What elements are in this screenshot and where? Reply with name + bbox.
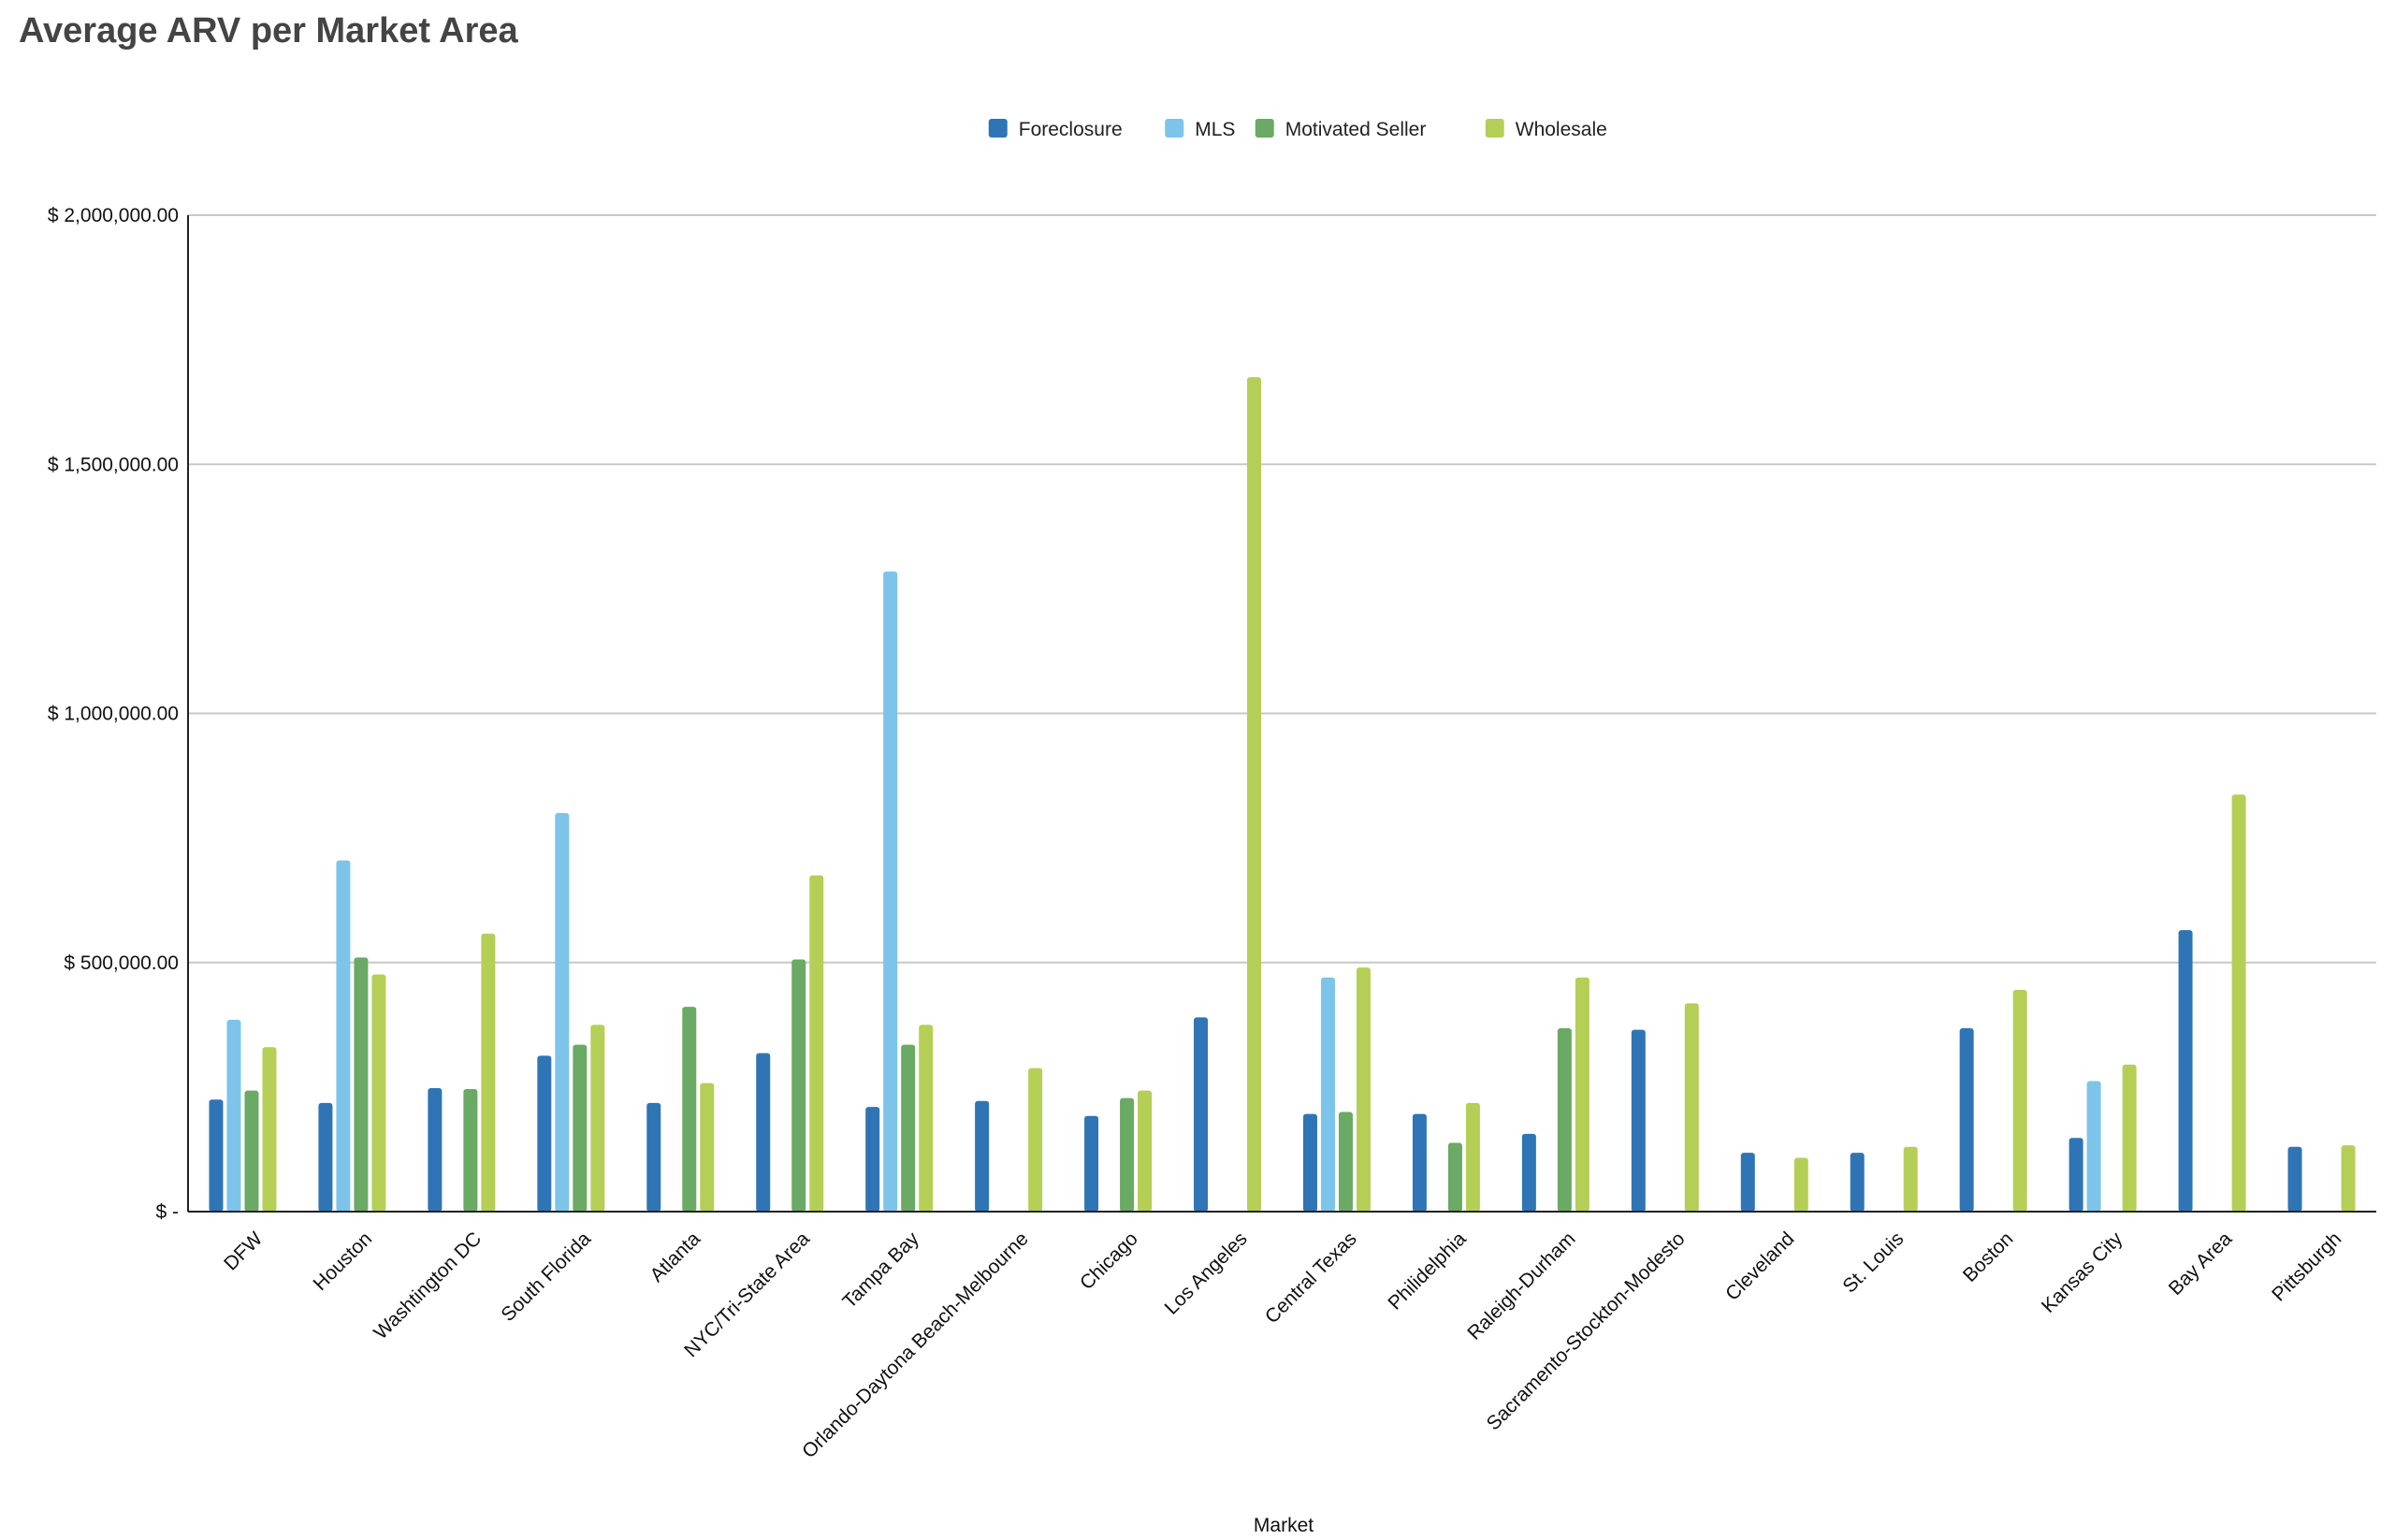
x-category-label: Kansas City — [2038, 1228, 2127, 1317]
bar-foreclosure — [646, 1102, 661, 1212]
bar-wholesale — [1575, 977, 1589, 1212]
y-tick-label: $ - — [155, 1201, 179, 1223]
x-category-label: Atlanta — [646, 1228, 704, 1286]
bar-foreclosure — [1850, 1153, 1865, 1212]
bar-wholesale — [481, 933, 496, 1212]
bar-foreclosure — [1194, 1017, 1209, 1212]
bar-wholesale — [1793, 1157, 1808, 1212]
x-category-label: South Florida — [497, 1228, 595, 1326]
bar-mls — [336, 860, 351, 1212]
bar-foreclosure — [537, 1055, 552, 1212]
bar-motivated-seller — [354, 957, 369, 1212]
legend-swatch — [1485, 119, 1504, 138]
x-category-label: Los Angeles — [1161, 1228, 1252, 1318]
bar-wholesale — [700, 1082, 715, 1212]
bar-foreclosure — [1740, 1153, 1755, 1212]
bar-wholesale — [1465, 1102, 1480, 1212]
x-category-label: DFW — [220, 1228, 267, 1274]
legend-label: Foreclosure — [1019, 119, 1123, 140]
bar-foreclosure — [756, 1053, 771, 1212]
bar-mls — [555, 813, 570, 1212]
x-category-label: Orlando-Daytona Beach-Melbourne — [798, 1228, 1033, 1462]
y-tick-label: $ 2,000,000.00 — [48, 205, 179, 226]
bar-wholesale — [1356, 967, 1371, 1212]
x-category-label: Cleveland — [1721, 1228, 1798, 1304]
bar-wholesale — [262, 1047, 277, 1212]
x-axis-title: Market — [1254, 1515, 1314, 1536]
x-category-label: Sacramento-Stockton-Modesto — [1483, 1228, 1690, 1434]
bar-foreclosure — [2287, 1146, 2302, 1212]
x-category-label: Boston — [1959, 1228, 2018, 1286]
bar-wholesale — [1138, 1090, 1153, 1212]
bar-foreclosure — [2068, 1138, 2083, 1212]
axes — [187, 215, 2376, 1213]
bar-wholesale — [590, 1024, 605, 1212]
legend-label: MLS — [1195, 119, 1235, 140]
legend-swatch — [988, 119, 1008, 138]
bar-foreclosure — [428, 1087, 443, 1212]
x-category-label: St. Louis — [1838, 1228, 1908, 1297]
bar-wholesale — [2122, 1064, 2137, 1212]
bar-motivated-seller — [901, 1044, 916, 1212]
bar-wholesale — [2231, 794, 2246, 1212]
y-tick-label: $ 500,000.00 — [64, 952, 179, 974]
x-category-label: NYC/Tri-State Area — [680, 1228, 814, 1361]
bar-wholesale — [809, 875, 824, 1212]
legend-swatch — [1165, 119, 1184, 138]
x-category-label: Tampa Bay — [838, 1228, 923, 1313]
y-axis-tick-labels: $ - $ 500,000.00 $ 1,000,000.00 $ 1,500,000… — [48, 205, 179, 1223]
x-category-label: Philidelphia — [1384, 1228, 1470, 1314]
y-tick-label: $ 1,000,000.00 — [48, 704, 179, 725]
bar-wholesale — [371, 974, 386, 1212]
legend: Foreclosure MLS Motivated Seller Wholesale — [988, 119, 1607, 140]
x-category-label: Pittsburgh — [2268, 1228, 2345, 1305]
bar-foreclosure — [1959, 1028, 1974, 1212]
bar-foreclosure — [865, 1107, 880, 1212]
legend-label: Wholesale — [1516, 119, 1607, 140]
bar-foreclosure — [2178, 930, 2193, 1212]
bar-wholesale — [1684, 1003, 1699, 1212]
bar-motivated-seller — [244, 1090, 259, 1212]
bar-wholesale — [2341, 1145, 2356, 1212]
bar-foreclosure — [975, 1100, 990, 1212]
bar-motivated-seller — [1120, 1097, 1135, 1212]
bar-mls — [1320, 977, 1335, 1212]
bar-motivated-seller — [682, 1007, 697, 1212]
bar-foreclosure — [209, 1099, 224, 1212]
bar-foreclosure — [318, 1102, 333, 1212]
bar-mls — [2086, 1081, 2101, 1212]
bar-mls — [883, 571, 898, 1212]
gridlines — [188, 214, 2376, 964]
bar-motivated-seller — [791, 959, 806, 1212]
bar-motivated-seller — [463, 1089, 478, 1212]
x-category-label: Chicago — [1076, 1228, 1142, 1294]
bar-wholesale — [1903, 1146, 1918, 1212]
x-category-label: Houston — [310, 1228, 377, 1295]
y-tick-label: $ 1,500,000.00 — [48, 454, 179, 475]
bar-foreclosure — [1302, 1113, 1317, 1212]
x-category-label: Raleigh-Durham — [1463, 1228, 1579, 1344]
bars — [209, 377, 2356, 1212]
bar-motivated-seller — [1338, 1111, 1353, 1212]
bar-wholesale — [2012, 990, 2027, 1212]
x-category-label: Central Texas — [1261, 1228, 1361, 1328]
bar-motivated-seller — [573, 1044, 588, 1212]
bar-mls — [226, 1019, 241, 1212]
legend-swatch — [1255, 119, 1274, 138]
legend-label: Motivated Seller — [1285, 119, 1427, 140]
bar-wholesale — [1028, 1068, 1043, 1212]
bar-foreclosure — [1631, 1029, 1646, 1212]
bar-motivated-seller — [1557, 1028, 1572, 1212]
x-category-label: Washtington DC — [370, 1228, 486, 1344]
chart-title: Average ARV per Market Area — [19, 11, 518, 51]
bar-wholesale — [1247, 377, 1262, 1212]
bar-foreclosure — [1521, 1133, 1536, 1212]
x-category-label: Bay Area — [2165, 1228, 2237, 1300]
bar-motivated-seller — [1447, 1142, 1462, 1212]
bar-foreclosure — [1412, 1113, 1427, 1212]
bar-foreclosure — [1084, 1115, 1099, 1212]
bar-wholesale — [919, 1024, 934, 1212]
